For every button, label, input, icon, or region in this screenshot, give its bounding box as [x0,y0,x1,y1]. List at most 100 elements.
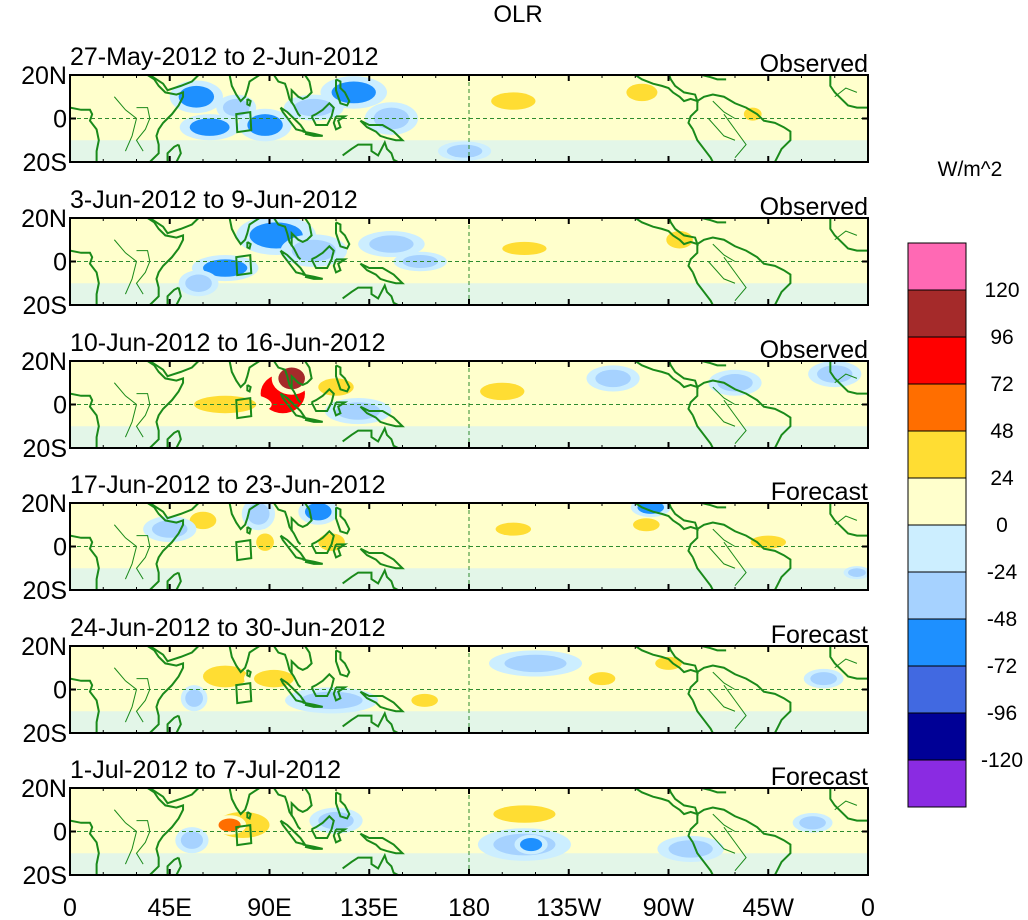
coastline [166,856,182,875]
country-border [708,404,736,427]
anomaly-core [655,656,682,670]
region-box [235,539,253,562]
anomaly-core [491,92,536,110]
coastline [147,788,185,875]
coastline [70,106,100,162]
anomaly-core [446,144,483,158]
coastline [310,814,335,840]
coastline [332,543,349,559]
coastlines [70,788,868,875]
coastline [359,405,405,428]
colorbar-level-label: 120 [984,279,1019,302]
coastlines [70,646,868,733]
coastline [272,75,302,118]
coastline [302,843,323,850]
anomaly-core [493,805,556,823]
coastline [70,819,100,875]
coastlines [70,218,868,305]
country-border [834,373,858,384]
anomaly-core [247,503,270,525]
anomaly-core [588,672,616,686]
colorbar-swatch [907,242,967,291]
coastline [335,78,351,107]
country-border [723,684,747,729]
coastline [829,503,868,537]
y-tick-label: 20N [21,775,67,803]
colorbar-swatch [907,712,967,761]
anomaly-core [180,831,204,849]
coastline [147,503,185,590]
anomaly-core [293,98,334,117]
colorbar-swatch [907,289,967,338]
coastline [246,98,252,107]
anomaly-core [411,693,438,707]
y-tick-label: 20S [23,720,67,748]
coastline [701,75,727,81]
coastline [634,218,699,246]
y-tick-label: 20S [23,149,67,177]
coastline [149,218,200,235]
anomaly-core [626,83,658,102]
coastline [701,788,727,794]
panel-5: 20N 0 20S 24-Jun-2012 to 30-Jun-2012 Forecas… [21,614,869,748]
coastline [147,646,185,733]
panel-6: 20N 0 20S 1-Jul-2012 to 7-Jul-2012 Forecast [21,756,869,890]
coastline [829,646,868,680]
country-border [723,826,747,871]
coastline [147,361,185,448]
y-tick-label: 20S [23,435,67,463]
panels: 20N 0 20S 27-May-2012 to 2-Jun-2012 Observed… [21,43,869,890]
colorbar-swatch [907,571,967,620]
anomaly-core [331,81,376,104]
coastline [342,567,399,590]
coastline [302,701,323,708]
y-tick-label: 20S [23,862,67,890]
coastline [342,425,399,448]
coastline [310,387,335,413]
y-tick-label: 0 [53,249,67,277]
country-border [723,113,747,158]
coastline [70,677,100,733]
country-border [712,528,736,547]
coastline [829,788,868,822]
coastline [302,130,323,137]
country-border [834,800,858,811]
coastline [332,115,349,131]
coastline [290,503,313,532]
anomaly-core [504,654,567,673]
y-tick-label: 20S [23,292,67,320]
coastline [691,128,714,162]
x-tick-label: 90E [247,894,291,920]
coastline [359,832,405,855]
anomaly-core [668,840,713,858]
colorbar-swatch [907,477,967,526]
coastline [166,714,182,733]
coastline [691,699,714,733]
coastline [359,547,405,570]
panel-status: Observed [760,50,868,78]
anomaly-core [369,235,414,253]
anomaly-core [178,85,215,108]
anomaly-core [810,672,837,686]
coastline [149,503,200,520]
country-border [135,107,151,152]
country-border [708,261,736,284]
country-border [712,386,736,405]
country-border [834,658,858,669]
y-tick-label: 0 [53,819,67,847]
x-axis: 0 45E 90E 135E 180 135W 90W 45W 0 [63,894,875,920]
coastline [220,788,262,816]
coastline [335,221,351,250]
y-tick-label: 20N [21,62,67,90]
coastline [290,646,313,675]
coastline [220,361,262,389]
colorbar-swatch [907,759,967,808]
country-border [135,535,151,580]
anomaly-core [185,274,212,292]
coastline [342,710,399,733]
country-border [135,250,151,295]
anomaly-core [502,241,547,255]
coastline [359,119,405,142]
y-tick-label: 0 [53,392,67,420]
country-border [708,546,736,569]
